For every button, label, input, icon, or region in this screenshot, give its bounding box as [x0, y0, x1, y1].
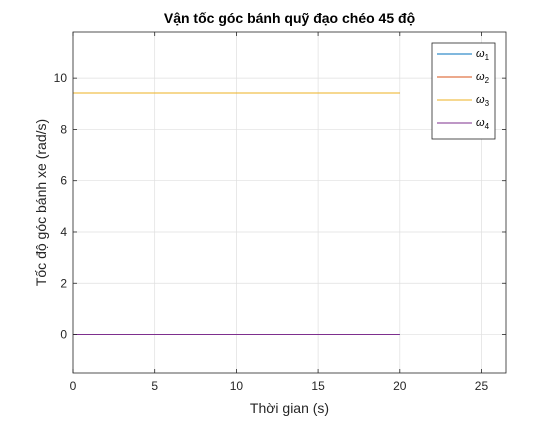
x-axis-label: Thời gian (s) [250, 400, 329, 416]
legend-label-symbol: ω [476, 117, 485, 129]
x-tick-label: 10 [230, 379, 244, 393]
legend-label-symbol: ω [476, 71, 485, 83]
legend-label-subscript: 2 [485, 76, 490, 85]
y-tick-label: 10 [54, 71, 68, 85]
legend-entry-omega-2: ω2 [437, 71, 490, 85]
legend-label-subscript: 1 [485, 53, 490, 62]
plot-box [72, 31, 507, 374]
series-lines [73, 92, 400, 336]
y-axis-label: Tốc độ góc bánh xe (rad/s) [33, 119, 49, 286]
legend-entry-omega-4: ω4 [437, 117, 490, 131]
legend-label: ω2 [476, 71, 490, 85]
legend-entry-omega-3: ω3 [437, 94, 490, 108]
axis-ticks: 0 5 10 15 20 25 0 2 4 6 8 10 [54, 32, 506, 393]
legend-label: ω1 [476, 48, 490, 62]
x-tick-label: 5 [151, 379, 158, 393]
legend-label-symbol: ω [476, 94, 485, 106]
legend-label-symbol: ω [476, 48, 485, 60]
legend-label: ω4 [476, 117, 490, 131]
x-tick-label: 20 [393, 379, 407, 393]
x-tick-label: 15 [311, 379, 325, 393]
legend-entry-omega-1: ω1 [437, 48, 490, 62]
legend-label-subscript: 3 [485, 99, 490, 108]
y-tick-label: 2 [60, 276, 67, 290]
y-tick-label: 8 [60, 122, 67, 136]
legend-label: ω3 [476, 94, 490, 108]
x-tick-label: 0 [70, 379, 77, 393]
y-tick-label: 6 [60, 174, 67, 188]
x-tick-label: 25 [475, 379, 489, 393]
legend-label-subscript: 4 [485, 122, 490, 131]
y-tick-label: 0 [60, 328, 67, 342]
y-tick-label: 4 [60, 225, 67, 239]
chart-title: Vận tốc góc bánh quỹ đạo chéo 45 độ [164, 10, 415, 26]
